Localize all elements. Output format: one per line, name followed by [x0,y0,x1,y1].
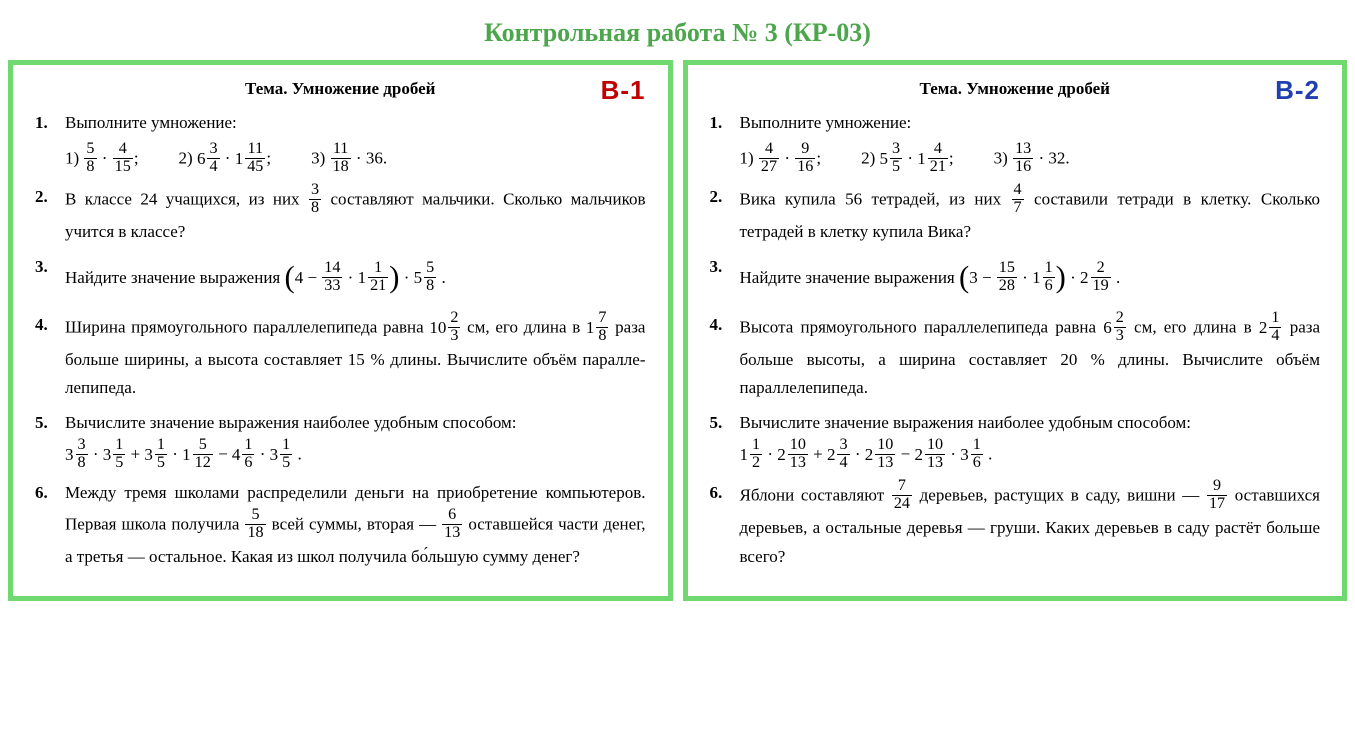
problem-item: 2.Вика купила 56 тетрадей, из них 47 сос… [710,183,1321,247]
subitems-row: 1) 58 · 415; 2) 634 · 11145; 3) 1118 · 36. [65,142,646,177]
problem-intro: Выполните умножение: [740,109,1321,138]
problem-item: 6.Яблони составляют 724 деревьев, растущ… [710,479,1321,572]
problem-text: Выполните умножение: 1) 58 · 415; 2) 634 ·… [65,109,646,177]
problem-number: 6. [710,479,740,508]
problem-item: 1.Выполните умножение: 1) 427 · 916; 2) 53… [710,109,1321,177]
problem-number: 5. [710,409,740,438]
problem-item: 5.Вычислите значение выражения наиболее … [710,409,1321,473]
variant-tag-2: В-2 [1275,75,1320,106]
problem-text: Яблони составляют 724 деревьев, растущих… [740,479,1321,572]
subitem: 1) 58 · 415; [65,142,139,177]
problem-text: Найдите значение выражения (4 − 1433 · 1… [65,253,646,305]
problem-number: 2. [710,183,740,212]
problem-item: 5.Вычислите значение выражения наиболее … [35,409,646,473]
subitem: 3) 1316 · 32. [994,142,1070,177]
problem-text: Выполните умножение: 1) 427 · 916; 2) 535 … [740,109,1321,177]
problem-item: 2.В классе 24 учащихся, из них 38 состав… [35,183,646,247]
subitems-row: 1) 427 · 916; 2) 535 · 1421; 3) 1316 · 32. [740,142,1321,177]
subitem: 2) 634 · 11145; [179,142,272,177]
variant-tag-1: В-1 [601,75,646,106]
problem-text: Вычислите значение выражения наиболее уд… [740,409,1321,473]
problem-text: Найдите значение выражения (3 − 1528 · 1… [740,253,1321,305]
variants-container: Тема. Умножение дробей В-1 1.Выполните у… [0,60,1355,613]
problem-item: 1.Выполните умножение: 1) 58 · 415; 2) 634… [35,109,646,177]
problem-text: Ширина прямоугольного параллелепипеда ра… [65,311,646,404]
problem-text: Высота прямоугольного параллелепипеда ра… [740,311,1321,404]
problem-item: 6.Между тремя школами распределили деньг… [35,479,646,572]
problem-number: 2. [35,183,65,212]
problems-list-2: 1.Выполните умножение: 1) 427 · 916; 2) 53… [710,109,1321,572]
problem-number: 5. [35,409,65,438]
problem-number: 4. [35,311,65,340]
problem-number: 1. [710,109,740,138]
problem-text: Вика купила 56 тетрадей, из них 47 соста… [740,183,1321,247]
page-title: Контрольная работа № 3 (КР-03) [0,0,1355,60]
problem-number: 6. [35,479,65,508]
problem-text: Вычислите значение выражения наиболее уд… [65,409,646,473]
topic-heading: Тема. Умножение дробей [710,79,1321,99]
problems-list-1: 1.Выполните умножение: 1) 58 · 415; 2) 634… [35,109,646,572]
subitem: 2) 535 · 1421; [861,142,954,177]
problem-intro: Выполните умножение: [65,109,646,138]
problem-text: Между тремя школами распределили деньги … [65,479,646,572]
variant-1: Тема. Умножение дробей В-1 1.Выполните у… [8,60,673,601]
problem-item: 3.Найдите значение выражения (4 − 1433 ·… [35,253,646,305]
problem-item: 4.Ширина прямоугольного параллелепипеда … [35,311,646,404]
subitem: 3) 1118 · 36. [311,142,387,177]
subitem: 1) 427 · 916; [740,142,822,177]
topic-heading: Тема. Умножение дробей [35,79,646,99]
problem-text: В классе 24 учащихся, из них 38 составля… [65,183,646,247]
problem-number: 3. [710,253,740,282]
variant-2: Тема. Умножение дробей В-2 1.Выполните у… [683,60,1348,601]
problem-number: 3. [35,253,65,282]
problem-item: 4.Высота прямоугольного параллелепипеда … [710,311,1321,404]
problem-item: 3.Найдите значение выражения (3 − 1528 ·… [710,253,1321,305]
problem-number: 4. [710,311,740,340]
problem-number: 1. [35,109,65,138]
